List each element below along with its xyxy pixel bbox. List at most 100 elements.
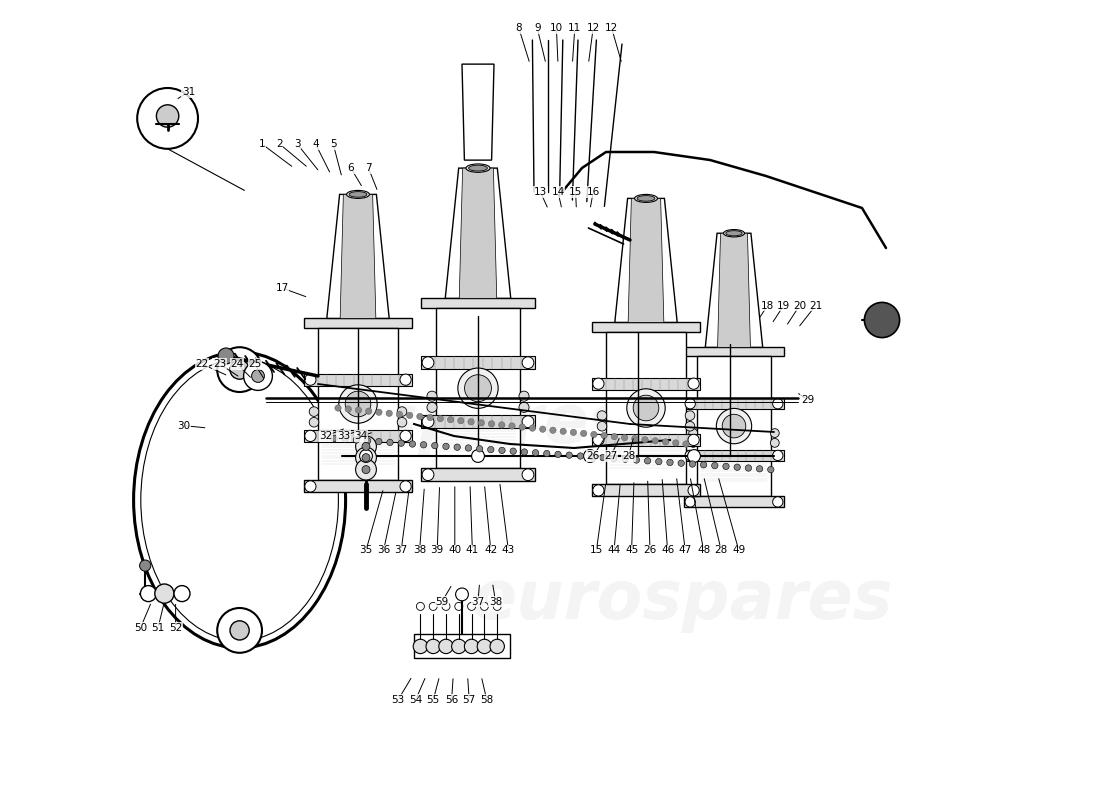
Circle shape	[156, 105, 179, 127]
Circle shape	[532, 450, 539, 456]
Polygon shape	[340, 194, 376, 318]
Circle shape	[339, 385, 377, 423]
Bar	[684, 450, 783, 461]
Circle shape	[689, 429, 697, 438]
Circle shape	[217, 347, 262, 392]
Bar	[592, 434, 700, 446]
Text: 38: 38	[412, 546, 426, 555]
Circle shape	[529, 425, 536, 431]
Text: 58: 58	[481, 695, 494, 705]
Text: 49: 49	[733, 546, 746, 555]
Text: 21: 21	[808, 301, 822, 310]
Text: 18: 18	[761, 301, 774, 310]
Circle shape	[305, 430, 316, 442]
Circle shape	[600, 454, 606, 461]
Circle shape	[427, 402, 437, 412]
Text: 23: 23	[213, 359, 227, 369]
Text: 42: 42	[484, 546, 497, 555]
Text: eurospares: eurospares	[207, 391, 629, 457]
Circle shape	[345, 391, 371, 417]
Circle shape	[593, 485, 604, 496]
Text: 13: 13	[534, 187, 547, 197]
Circle shape	[667, 459, 673, 466]
Text: 29: 29	[801, 395, 814, 405]
Circle shape	[365, 408, 372, 414]
Circle shape	[426, 639, 440, 654]
Circle shape	[442, 602, 450, 610]
Circle shape	[217, 608, 262, 653]
Polygon shape	[421, 468, 535, 481]
Text: 54: 54	[409, 695, 422, 705]
Circle shape	[610, 455, 617, 462]
Circle shape	[662, 438, 669, 445]
Text: 28: 28	[621, 451, 635, 461]
Bar	[684, 398, 783, 410]
Circle shape	[566, 452, 572, 458]
Circle shape	[688, 378, 700, 390]
Text: 28: 28	[715, 546, 728, 555]
Bar	[606, 332, 686, 484]
Circle shape	[140, 560, 151, 571]
Circle shape	[360, 450, 373, 462]
Circle shape	[678, 460, 684, 466]
Circle shape	[465, 445, 472, 451]
Circle shape	[376, 409, 382, 415]
Circle shape	[597, 422, 607, 431]
Circle shape	[386, 410, 393, 417]
Circle shape	[757, 466, 762, 472]
Circle shape	[305, 374, 316, 386]
Circle shape	[400, 374, 411, 386]
Text: 53: 53	[392, 695, 405, 705]
Circle shape	[414, 639, 428, 654]
Text: 6: 6	[348, 163, 354, 173]
Text: 14: 14	[551, 187, 564, 197]
Text: 26: 26	[586, 451, 600, 461]
Circle shape	[560, 428, 566, 434]
Text: 59: 59	[436, 597, 449, 606]
Text: 20: 20	[793, 301, 806, 310]
Circle shape	[593, 434, 604, 446]
Circle shape	[454, 444, 461, 450]
Text: 15: 15	[590, 546, 603, 555]
Circle shape	[490, 639, 505, 654]
Circle shape	[417, 414, 424, 420]
Circle shape	[362, 466, 370, 474]
Text: 36: 36	[377, 546, 390, 555]
Circle shape	[631, 435, 638, 442]
Polygon shape	[421, 298, 535, 308]
Circle shape	[510, 448, 516, 454]
Circle shape	[772, 398, 783, 409]
Circle shape	[627, 389, 666, 427]
Polygon shape	[327, 194, 389, 318]
Circle shape	[375, 438, 382, 445]
Circle shape	[342, 436, 349, 442]
Text: 37: 37	[395, 546, 408, 555]
Circle shape	[488, 421, 495, 427]
Circle shape	[355, 436, 376, 457]
Polygon shape	[304, 480, 412, 492]
Text: 2: 2	[276, 139, 283, 149]
Text: 5: 5	[330, 139, 337, 149]
Circle shape	[734, 464, 740, 470]
Text: 22: 22	[196, 359, 209, 369]
Circle shape	[554, 451, 561, 458]
Ellipse shape	[637, 195, 654, 201]
Circle shape	[772, 450, 783, 461]
Circle shape	[712, 462, 718, 469]
Text: 16: 16	[586, 187, 600, 197]
Circle shape	[397, 406, 407, 416]
Circle shape	[455, 588, 469, 601]
Text: 7: 7	[365, 163, 372, 173]
Circle shape	[230, 360, 250, 379]
Circle shape	[522, 416, 534, 427]
Polygon shape	[705, 234, 762, 347]
Circle shape	[429, 602, 437, 610]
Circle shape	[427, 391, 437, 402]
Ellipse shape	[349, 191, 367, 197]
Circle shape	[612, 434, 617, 440]
Circle shape	[685, 411, 695, 421]
Circle shape	[621, 434, 628, 441]
Circle shape	[591, 431, 597, 438]
Polygon shape	[304, 318, 412, 328]
Text: 32: 32	[319, 431, 332, 441]
